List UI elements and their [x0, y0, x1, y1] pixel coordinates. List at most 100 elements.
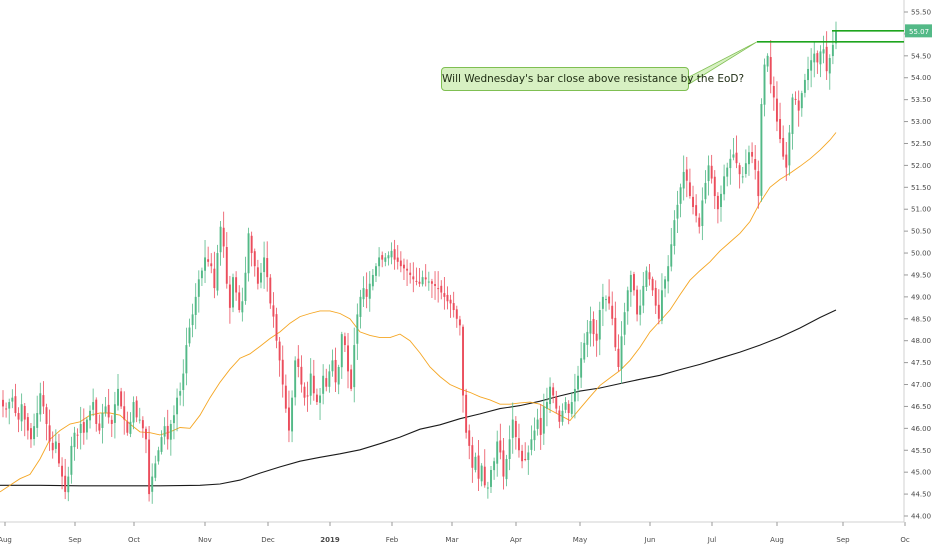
candle-body [387, 255, 390, 259]
candle [235, 271, 238, 301]
candle [92, 388, 95, 417]
candle [828, 54, 831, 90]
candle [244, 256, 247, 305]
candle [107, 388, 110, 424]
candle [545, 387, 548, 427]
candle [2, 390, 4, 418]
candle-body [592, 319, 595, 335]
candle [577, 365, 579, 402]
candle-body [564, 402, 567, 410]
candle-body [536, 419, 539, 429]
candle [350, 364, 353, 392]
candle-body [73, 432, 76, 448]
candle [601, 283, 604, 327]
y-tick-label: 46.50 [911, 403, 931, 411]
candle [502, 438, 505, 490]
candle [530, 425, 533, 456]
candle [256, 259, 259, 290]
y-tick-label: 54.50 [911, 52, 931, 60]
candle-body [294, 360, 297, 398]
candle-body [213, 268, 216, 289]
candle [95, 397, 98, 432]
candle [822, 35, 825, 64]
candle [695, 194, 698, 223]
y-tick-label: 55.50 [911, 9, 931, 17]
x-tick-label: Apr [510, 536, 522, 544]
candle [291, 390, 294, 443]
x-tick-label: Nov [198, 536, 212, 544]
sma-long-line [0, 309, 837, 487]
candle [493, 457, 496, 480]
candle-body [636, 289, 639, 315]
candle [17, 407, 20, 433]
y-tick-label: 51.50 [911, 184, 931, 192]
candle [375, 263, 377, 283]
candle-body [710, 165, 713, 179]
y-tick-label: 52.00 [911, 162, 931, 170]
candle-body [813, 53, 816, 63]
candle-body [319, 395, 322, 403]
candle [623, 302, 626, 346]
candle [284, 374, 287, 413]
candle [723, 164, 726, 201]
candle-body [673, 220, 676, 246]
candle [617, 334, 620, 372]
candle-body [89, 410, 91, 421]
candle-body [744, 163, 747, 174]
candle [807, 56, 809, 91]
candle [605, 295, 607, 312]
candle-body [328, 371, 331, 387]
candle-body [402, 264, 405, 269]
candle [104, 397, 107, 417]
candle-body [754, 159, 757, 170]
candle-body [561, 410, 564, 422]
candle-body [309, 373, 312, 396]
candle-body [695, 205, 698, 216]
candle-body [552, 387, 555, 396]
candle [483, 449, 486, 488]
candle [306, 381, 309, 412]
candle-body [595, 333, 598, 341]
candle-body [135, 400, 138, 418]
candle [269, 274, 272, 309]
candle [465, 388, 468, 439]
candle-body [281, 359, 284, 385]
candle [446, 286, 449, 310]
candle [228, 275, 231, 324]
candle [710, 154, 713, 184]
candle-body [384, 257, 387, 262]
candle-body [275, 314, 278, 341]
candle [381, 251, 384, 268]
candle-body [483, 466, 486, 486]
candle-body [424, 277, 427, 280]
candle [595, 320, 598, 357]
candle-body [437, 288, 440, 290]
candle [365, 272, 368, 309]
candle-body [670, 244, 673, 267]
candle [325, 368, 328, 392]
candle [754, 145, 757, 180]
y-tick-label: 47.50 [911, 359, 931, 367]
candle [207, 246, 210, 267]
candle [281, 345, 284, 398]
candle-body [412, 276, 415, 280]
candle [813, 41, 816, 78]
candle [191, 303, 194, 338]
candle-body [98, 423, 101, 431]
candle [698, 213, 701, 234]
candle [23, 402, 26, 437]
candle-body [61, 465, 64, 477]
candle-body [831, 44, 834, 57]
candle [583, 333, 586, 363]
candle [751, 142, 754, 164]
candle-body [605, 299, 607, 301]
candle [415, 267, 418, 286]
candle-body [67, 476, 70, 493]
candle [732, 137, 735, 161]
candle-body [95, 399, 98, 424]
candle [819, 45, 822, 78]
candle [611, 291, 614, 326]
candle [8, 398, 11, 425]
candle-body [493, 461, 496, 471]
candle-body [406, 268, 409, 271]
